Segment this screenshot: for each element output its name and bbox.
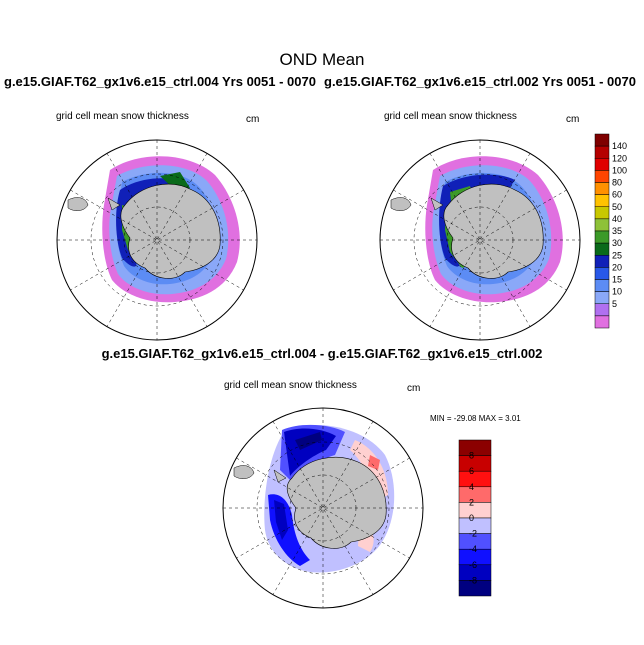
colorbar-swatch (594, 206, 610, 220)
colorbar-label: 0 (469, 513, 474, 523)
colorbar-swatch (594, 182, 610, 195)
colorbar-swatch (594, 255, 610, 268)
colorbar-label: 30 (612, 238, 622, 248)
south-america-left (67, 197, 89, 211)
difference-field: grid cell mean snow thickness (224, 380, 357, 391)
colorbar-label: 2 (469, 497, 474, 507)
colorbar-swatch (594, 230, 610, 244)
colorbar-swatch (594, 291, 610, 304)
colorbar-label: 60 (612, 190, 622, 200)
panel-left-field: grid cell mean snow thickness (56, 111, 189, 122)
colorbar-swatch (458, 470, 492, 488)
panel-right-field: grid cell mean snow thickness (384, 111, 517, 122)
colorbar-label: 4 (469, 482, 474, 492)
south-america-difference (233, 465, 255, 479)
colorbar-difference: 8 6 4 2 0 -2 -4 -6 -8 (458, 439, 492, 597)
colorbar-swatch (594, 242, 610, 256)
colorbar-label: 100 (612, 165, 627, 175)
colorbar-swatch (594, 145, 610, 159)
graticule-difference (223, 408, 423, 608)
colorbar-label: 80 (612, 178, 622, 188)
colorbar-label: 40 (612, 214, 622, 224)
colorbar-label: 140 (612, 141, 627, 151)
colorbar-snow-thickness: 140 120 100 80 60 50 40 35 30 25 20 15 10 5 (594, 133, 627, 329)
south-america-right (390, 197, 412, 211)
colorbar-swatch (458, 439, 492, 456)
colorbar-swatch (594, 133, 610, 147)
colorbar-label: 10 (612, 287, 622, 297)
colorbar-swatch (594, 170, 610, 183)
difference-title: g.e15.GIAF.T62_gx1v6.e15_ctrl.004 - g.e1… (101, 346, 543, 361)
colorbar-swatch (458, 502, 492, 519)
map-left (56, 139, 258, 341)
antarctica-left (120, 183, 221, 279)
colorbar-label: -6 (469, 560, 477, 570)
graticule-right (380, 140, 580, 340)
colorbar-label: 120 (612, 153, 627, 163)
difference-units: cm (407, 383, 421, 394)
colorbar-label: -4 (469, 544, 477, 554)
colorbar-label: 35 (612, 226, 622, 236)
colorbar-label: 6 (469, 466, 474, 476)
map-difference (222, 407, 424, 609)
colorbar-label: 5 (612, 299, 617, 309)
map-right (379, 139, 581, 341)
panel-left-units: cm (246, 114, 260, 125)
colorbar-label: -8 (469, 575, 477, 585)
colorbar-label: 25 (612, 250, 622, 260)
colorbar-label: 50 (612, 202, 622, 212)
antarctica-right (443, 183, 544, 279)
graticule-left (57, 140, 257, 340)
main-title: OND Mean (279, 50, 365, 69)
colorbar-swatch (594, 279, 610, 292)
colorbar-swatch (594, 158, 610, 171)
colorbar-swatch (594, 218, 610, 232)
colorbar-swatch (458, 580, 492, 597)
panel-right-units: cm (566, 114, 580, 125)
colorbar-swatch (458, 455, 492, 472)
colorbar-label: 8 (469, 451, 474, 461)
panel-right-title: g.e15.GIAF.T62_gx1v6.e15_ctrl.002 Yrs 00… (324, 74, 636, 89)
colorbar-label: -2 (469, 529, 477, 539)
panel-left-title: g.e15.GIAF.T62_gx1v6.e15_ctrl.004 Yrs 00… (4, 74, 316, 89)
colorbar-label: 15 (612, 275, 622, 285)
colorbar-swatch (594, 315, 610, 329)
colorbar-label: 20 (612, 262, 622, 272)
colorbar-swatch (594, 194, 610, 207)
colorbar-swatch (594, 267, 610, 280)
difference-min-max: MIN = -29.08 MAX = 3.01 (430, 414, 521, 423)
colorbar-swatch (458, 486, 492, 503)
colorbar-swatch (594, 303, 610, 317)
